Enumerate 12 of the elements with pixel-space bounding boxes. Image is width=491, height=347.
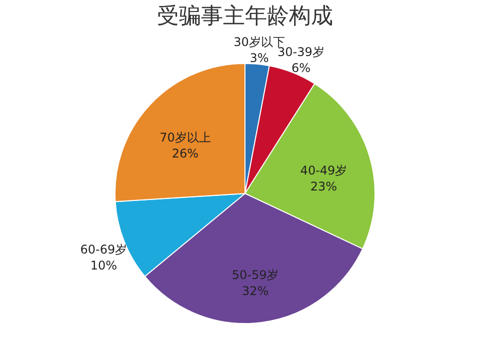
data-label: 23% <box>310 180 338 194</box>
data-label: 6% <box>291 61 310 76</box>
slice-label: 30-39岁 <box>278 45 324 60</box>
data-label: 3% <box>250 51 269 66</box>
slice-label: 60-69岁 <box>80 242 128 256</box>
data-label: 26% <box>172 146 199 160</box>
slice-label: 40-49岁 <box>300 164 348 178</box>
data-label: 10% <box>90 258 118 272</box>
chart-title: 受骗事主年龄构成 <box>157 4 333 30</box>
slice-label: 70岁以上 <box>160 130 211 144</box>
slice-label: 50-59岁 <box>232 268 279 282</box>
data-label: 32% <box>242 284 269 298</box>
